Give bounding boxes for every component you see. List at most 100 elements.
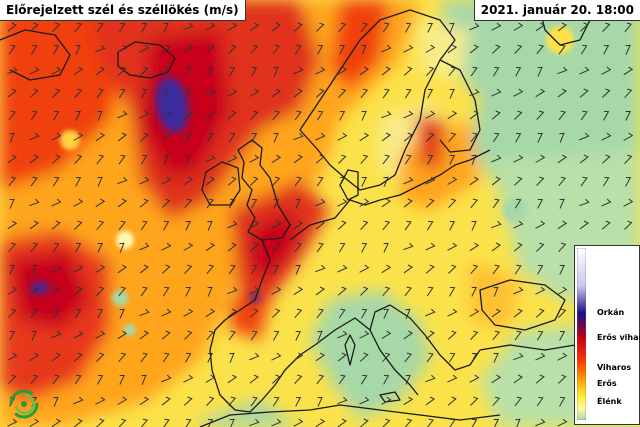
wind-barb — [426, 352, 434, 363]
wind-barb — [294, 44, 302, 55]
wind-barb — [183, 44, 193, 54]
wind-barb — [382, 154, 390, 165]
wind-barb — [425, 44, 436, 53]
wind-barb — [449, 286, 456, 297]
wind-barb — [492, 66, 500, 77]
wind-barb — [382, 286, 391, 297]
wind-barb — [492, 132, 500, 143]
wind-barb — [558, 374, 567, 384]
wind-barb — [53, 44, 60, 55]
wind-barb — [117, 66, 127, 76]
wind-barb — [623, 198, 634, 207]
wind-barb — [75, 110, 81, 121]
wind-barb — [207, 286, 213, 297]
wind-barb — [294, 176, 302, 187]
wind-barb — [293, 66, 304, 75]
wind-barb — [205, 110, 215, 120]
wind-barb — [469, 176, 480, 186]
wind-barb — [228, 396, 237, 407]
wind-barb — [227, 176, 237, 186]
wind-barb — [601, 132, 612, 141]
wind-barb — [183, 110, 194, 120]
wind-barb — [537, 198, 544, 209]
wind-barb — [337, 330, 348, 339]
wind-barb — [227, 242, 237, 252]
legend-label-viharos: Viharos — [597, 363, 632, 372]
wind-barb — [73, 286, 83, 296]
wind-barb — [337, 220, 347, 230]
wind-barb — [469, 22, 480, 31]
wind-barb — [337, 66, 348, 75]
wind-barb — [559, 198, 565, 209]
wind-barb — [97, 110, 103, 121]
wind-barb — [95, 66, 105, 76]
wind-barb — [141, 374, 147, 385]
wind-barb — [470, 264, 479, 275]
wind-barb — [293, 22, 303, 32]
wind-barb — [558, 44, 566, 55]
wind-barb — [206, 198, 214, 209]
wind-barb — [227, 286, 238, 295]
wind-barb — [316, 374, 325, 385]
wind-barb — [425, 308, 436, 317]
wind-barb — [403, 110, 414, 119]
wind-barb — [162, 418, 170, 427]
wind-barb — [491, 374, 502, 384]
wind-barb — [51, 286, 61, 296]
wind-barb — [183, 308, 194, 317]
wind-barb — [361, 242, 368, 253]
wind-barb — [73, 198, 84, 207]
legend-label-orkan: Orkán — [597, 308, 625, 317]
wind-barb — [74, 308, 82, 319]
wind-barb — [535, 286, 546, 295]
wind-barb — [184, 418, 192, 427]
wind-barb — [493, 286, 499, 297]
wind-barb — [30, 374, 39, 385]
wind-barb — [513, 352, 524, 361]
wind-barb — [250, 176, 259, 186]
wind-barb — [9, 198, 15, 209]
wind-barb — [315, 286, 325, 296]
wind-barb — [227, 88, 238, 97]
wind-barb — [425, 264, 435, 274]
wind-barb — [117, 132, 127, 142]
wind-barb — [557, 22, 567, 32]
wind-barb — [403, 44, 414, 53]
wind-barb — [117, 176, 128, 185]
wind-barb — [271, 220, 282, 229]
wind-barb — [470, 396, 479, 406]
wind-barb — [205, 374, 216, 383]
wind-barb — [205, 88, 216, 97]
wind-barb — [337, 286, 347, 296]
wind-barb — [30, 176, 38, 187]
wind-barb — [557, 286, 568, 295]
wind-barb — [273, 330, 280, 341]
wind-barb — [273, 264, 280, 275]
wind-barb — [403, 176, 414, 185]
wind-barb — [425, 396, 435, 406]
wind-barb — [315, 352, 326, 362]
wind-barb — [425, 330, 435, 340]
wind-barb — [492, 396, 501, 407]
wind-barb — [7, 418, 18, 427]
wind-barb — [141, 22, 148, 33]
wind-barb — [491, 220, 502, 229]
wind-barb — [558, 110, 566, 121]
wind-barb — [139, 242, 150, 251]
wind-barb — [117, 198, 127, 208]
wind-barb — [183, 374, 194, 383]
wind-barb — [51, 66, 62, 75]
wind-barb — [51, 132, 62, 141]
wind-barb — [491, 242, 501, 252]
wind-barb — [29, 132, 40, 141]
wind-barb — [249, 88, 260, 97]
map-title: Előrejelzett szél és széllökés (m/s) — [0, 0, 246, 21]
wind-barb — [557, 66, 568, 75]
wind-barb — [514, 396, 522, 407]
wind-barb — [624, 154, 633, 164]
wind-barb — [52, 308, 60, 319]
wind-barb — [557, 220, 568, 230]
wind-barb — [162, 198, 171, 208]
wind-barb — [119, 242, 125, 253]
